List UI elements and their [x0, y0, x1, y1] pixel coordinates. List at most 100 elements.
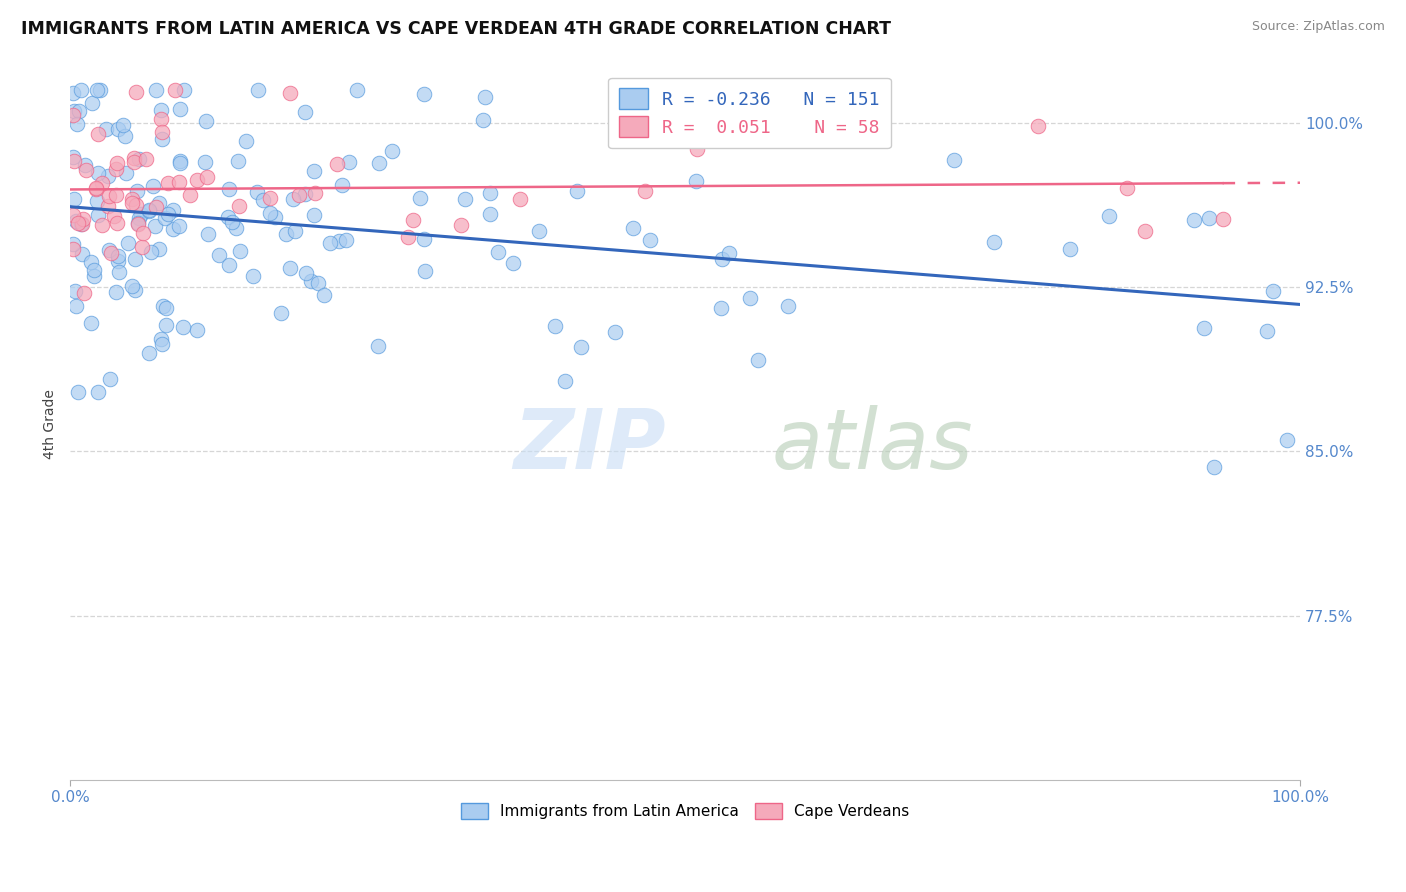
Point	[121, 279, 143, 293]
Point	[634, 184, 657, 198]
Point	[80, 95, 103, 110]
Point	[162, 202, 184, 217]
Point	[179, 188, 201, 202]
Point	[138, 346, 160, 360]
Point	[1059, 242, 1081, 256]
Point	[1202, 460, 1225, 475]
Point	[80, 316, 103, 330]
Point	[686, 143, 709, 157]
Point	[62, 208, 84, 222]
Point	[307, 276, 329, 290]
Point	[150, 112, 173, 127]
Point	[124, 151, 146, 165]
Point	[527, 224, 550, 238]
Point	[148, 242, 170, 256]
Point	[218, 182, 240, 196]
Point	[86, 384, 108, 399]
Point	[337, 155, 360, 169]
Point	[122, 155, 145, 169]
Point	[718, 246, 741, 260]
Point	[1026, 119, 1049, 133]
Point	[155, 318, 177, 332]
Point	[711, 252, 734, 266]
Point	[84, 181, 107, 195]
Point	[107, 122, 129, 136]
Point	[638, 234, 661, 248]
Point	[97, 243, 120, 257]
Point	[167, 175, 190, 189]
Point	[1135, 223, 1157, 237]
Point	[86, 166, 108, 180]
Point	[173, 83, 195, 97]
Point	[162, 222, 184, 236]
Point	[67, 103, 90, 118]
Point	[128, 152, 150, 166]
Point	[302, 163, 325, 178]
Text: IMMIGRANTS FROM LATIN AMERICA VS CAPE VERDEAN 4TH GRADE CORRELATION CHART: IMMIGRANTS FROM LATIN AMERICA VS CAPE VE…	[21, 20, 891, 37]
Point	[172, 319, 194, 334]
Point	[87, 208, 110, 222]
Point	[132, 226, 155, 240]
Point	[124, 252, 146, 266]
Point	[278, 86, 301, 100]
Point	[105, 285, 128, 299]
Point	[413, 263, 436, 277]
Point	[229, 244, 252, 258]
Point	[623, 221, 645, 235]
Point	[474, 90, 496, 104]
Point	[454, 192, 477, 206]
Point	[138, 202, 160, 217]
Point	[242, 268, 264, 283]
Point	[252, 193, 274, 207]
Point	[221, 215, 243, 229]
Point	[148, 196, 170, 211]
Point	[73, 286, 96, 301]
Text: ZIP: ZIP	[513, 405, 665, 486]
Point	[747, 352, 769, 367]
Point	[83, 269, 105, 284]
Point	[396, 230, 419, 244]
Point	[402, 213, 425, 227]
Point	[409, 191, 432, 205]
Point	[740, 291, 762, 305]
Point	[666, 130, 689, 145]
Point	[330, 178, 353, 192]
Point	[479, 186, 502, 201]
Point	[86, 127, 108, 141]
Point	[124, 198, 146, 212]
Point	[98, 372, 121, 386]
Point	[186, 323, 208, 337]
Point	[63, 103, 86, 118]
Point	[710, 301, 733, 315]
Point	[72, 212, 94, 227]
Point	[281, 192, 304, 206]
Point	[70, 217, 93, 231]
Point	[97, 189, 120, 203]
Point	[73, 159, 96, 173]
Point	[100, 245, 122, 260]
Point	[94, 121, 117, 136]
Point	[1198, 211, 1220, 226]
Point	[195, 170, 218, 185]
Point	[208, 248, 231, 262]
Text: Source: ZipAtlas.com: Source: ZipAtlas.com	[1251, 20, 1385, 33]
Point	[270, 306, 292, 320]
Point	[302, 208, 325, 222]
Point	[125, 85, 148, 99]
Point	[685, 174, 707, 188]
Point	[259, 191, 281, 205]
Point	[62, 86, 84, 100]
Point	[150, 332, 173, 346]
Point	[284, 224, 307, 238]
Point	[246, 83, 269, 97]
Point	[276, 227, 298, 242]
Point	[413, 87, 436, 102]
Point	[121, 192, 143, 206]
Point	[145, 83, 167, 97]
Point	[150, 103, 173, 118]
Point	[294, 104, 316, 119]
Point	[62, 150, 84, 164]
Point	[186, 172, 208, 186]
Point	[108, 265, 131, 279]
Point	[778, 299, 800, 313]
